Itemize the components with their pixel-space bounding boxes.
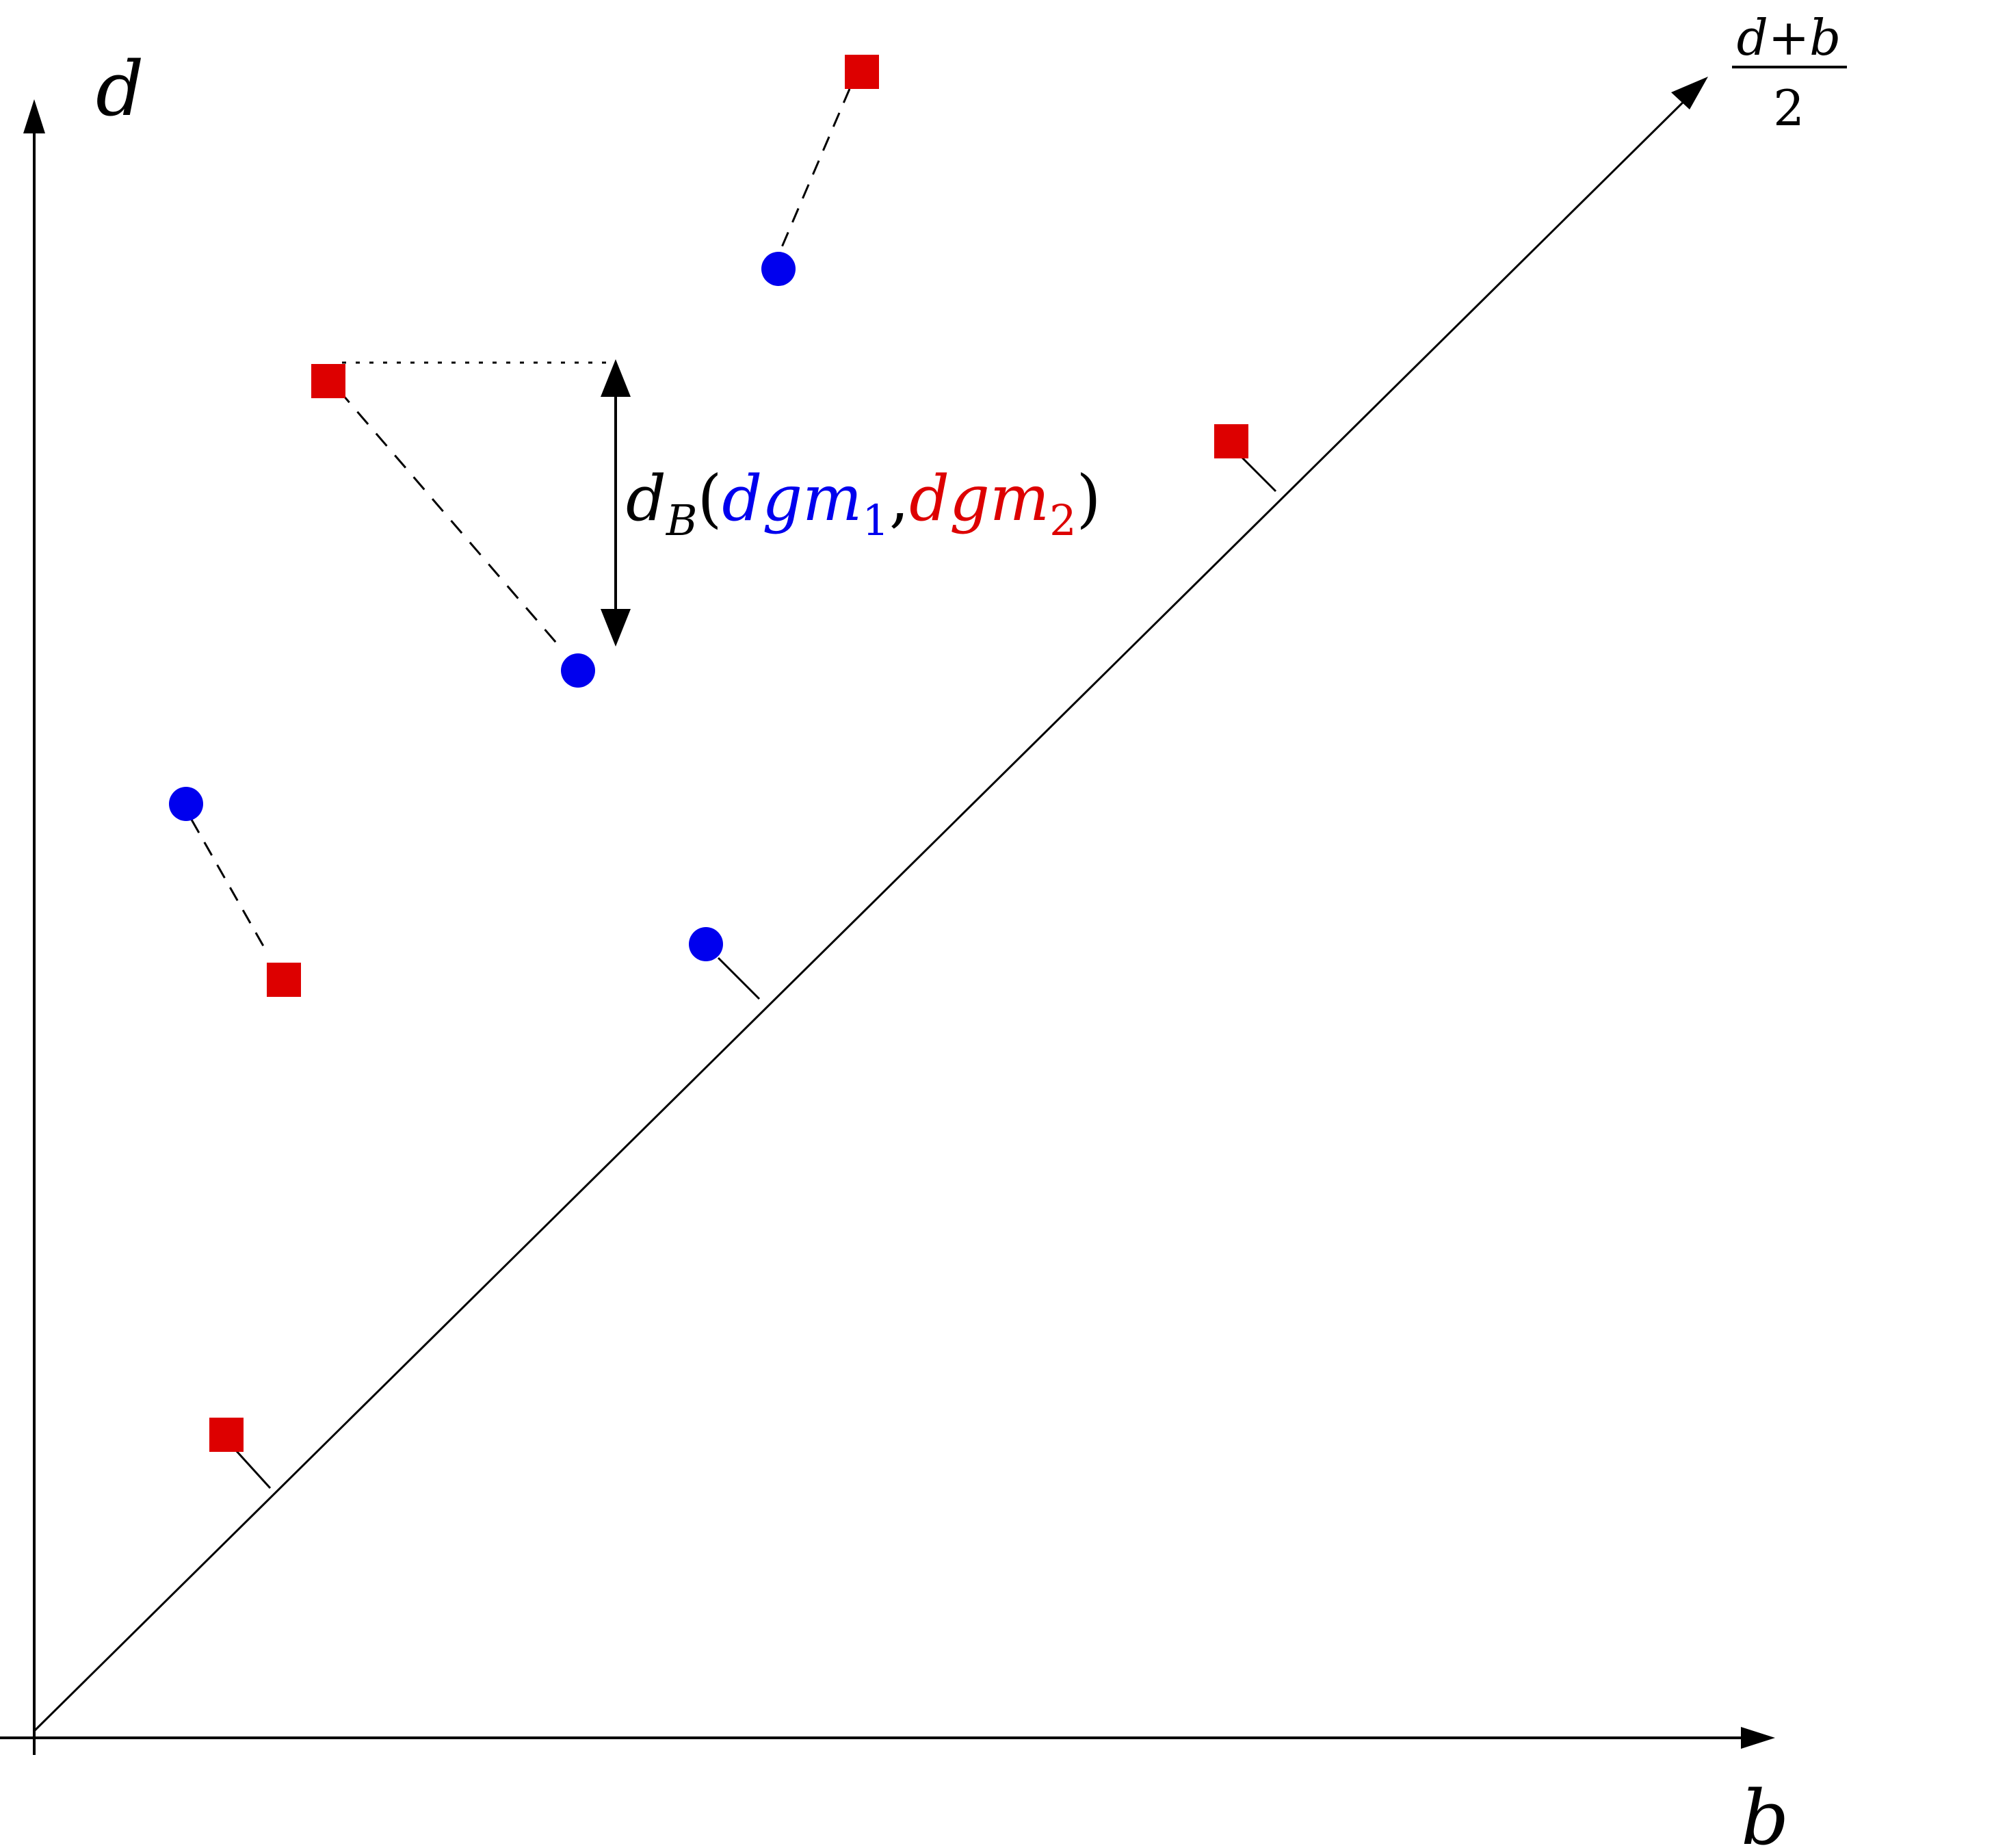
x-axis-arrowhead (1741, 1727, 1775, 1749)
projection-line-square-bottom (235, 1449, 272, 1489)
dgm1-point (561, 653, 595, 688)
x-axis-label: b (1741, 1774, 1789, 1848)
matching-line-bottleneck (337, 389, 561, 647)
dgm2-point (845, 55, 879, 89)
dgm2-point (311, 364, 345, 398)
bottleneck-distance-arrow-top-head (601, 359, 631, 397)
dgm1-point (761, 252, 796, 286)
diagonal-label-numerator: d+b (1737, 9, 1841, 66)
y-axis-arrowhead (23, 99, 45, 133)
dgm1-point (689, 927, 723, 961)
matching-line-top (778, 88, 851, 252)
projection-line-square-right (1240, 456, 1277, 493)
bottleneck-distance-label: dB(dgm1,dgm2) (626, 462, 1101, 545)
matching-line-left (190, 819, 270, 955)
diagonal-arrowhead (1671, 77, 1708, 109)
y-axis-label: d (96, 45, 144, 133)
diagonal-line (33, 91, 1694, 1732)
dgm1-point (169, 787, 203, 821)
diagonal-label-denominator: 2 (1773, 79, 1805, 137)
projection-line-circle-middle (717, 956, 761, 1000)
dgm2-point (209, 1418, 244, 1452)
bottleneck-distance-arrow-bottom-head (601, 609, 631, 647)
dgm2-point (267, 963, 301, 997)
dgm2-point (1214, 424, 1248, 458)
